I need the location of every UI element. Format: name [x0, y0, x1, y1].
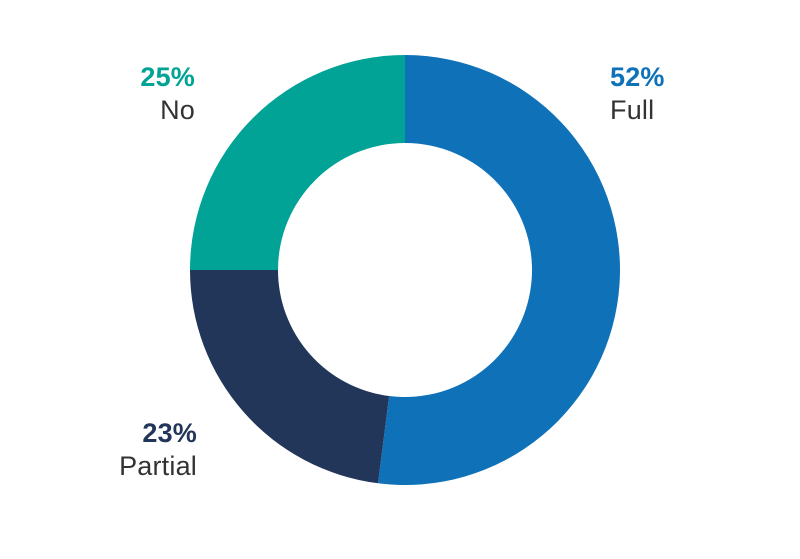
label-full-name: Full [610, 95, 655, 125]
label-partial-name: Partial [119, 451, 197, 481]
donut-segments-group [190, 55, 620, 485]
label-no: 25% No [45, 61, 195, 127]
donut-segment-full [378, 55, 620, 485]
label-full-percent: 52% [610, 62, 665, 92]
donut-segment-partial [190, 270, 390, 484]
label-no-name: No [160, 95, 195, 125]
label-full: 52% Full [610, 61, 770, 127]
label-partial: 23% Partial [47, 417, 197, 483]
label-no-percent: 25% [140, 62, 195, 92]
donut-segment-no [190, 55, 405, 270]
label-partial-percent: 23% [142, 418, 197, 448]
